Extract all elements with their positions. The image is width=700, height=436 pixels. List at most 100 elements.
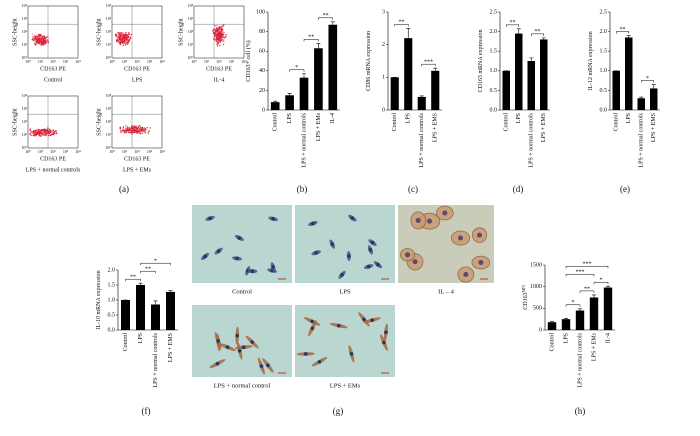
significance-bracket xyxy=(125,278,141,282)
flow-y-tick: 10⁰ xyxy=(187,55,193,60)
flow-event xyxy=(45,39,47,41)
flow-y-tick: 10² xyxy=(106,119,112,124)
flow-event xyxy=(137,126,140,128)
significance-bracket xyxy=(565,273,595,277)
flow-event xyxy=(221,25,224,27)
error-bar xyxy=(153,300,158,305)
flow-event xyxy=(141,128,143,130)
y-tick-label: 1.5 xyxy=(108,282,116,288)
nucleus xyxy=(347,254,351,258)
nucleus xyxy=(415,217,421,223)
flow-event xyxy=(32,36,34,38)
significance-label: ** xyxy=(399,20,405,26)
significance-bracket xyxy=(289,69,305,72)
y-tick-label: 1.5 xyxy=(490,49,498,55)
flow-x-tick: 10³ xyxy=(63,59,69,64)
flow-event xyxy=(52,131,54,133)
significance-bracket xyxy=(140,270,156,274)
error-bar xyxy=(626,35,631,38)
error-bar xyxy=(330,21,335,25)
flow-y-label: SSC-height xyxy=(178,18,184,46)
flow-y-tick: 10³ xyxy=(22,106,28,111)
flow-event xyxy=(125,32,127,34)
bar xyxy=(270,102,280,110)
y-tick-label: 0.5 xyxy=(108,312,116,318)
flow-event xyxy=(55,129,57,132)
flow-event xyxy=(140,129,142,132)
flow-x-tick: 10⁰ xyxy=(25,149,31,154)
flow-event xyxy=(35,40,38,42)
flow-event xyxy=(128,32,130,34)
x-tick-label: IL-4 xyxy=(605,333,611,344)
y-axis-label: CD163MFI xyxy=(521,285,529,310)
flow-event xyxy=(218,39,220,41)
flow-event xyxy=(117,37,120,39)
x-tick-label: LPS xyxy=(138,333,144,343)
nucleus xyxy=(271,217,275,221)
y-tick-label: 2.5 xyxy=(490,9,498,15)
flow-event xyxy=(42,132,45,134)
panel-label: (b) xyxy=(297,184,308,194)
flow-event xyxy=(117,39,119,41)
nucleus xyxy=(442,210,448,216)
y-tick-label: 2.5 xyxy=(600,9,608,15)
flow-event xyxy=(123,34,126,37)
flow-event xyxy=(128,39,130,42)
y-tick-label: 1.0 xyxy=(600,68,608,74)
nucleus xyxy=(427,218,433,224)
micrograph-caption: Control xyxy=(232,288,252,295)
x-tick-label: IL-4 xyxy=(330,113,336,124)
nucleus xyxy=(370,318,374,322)
flow-event xyxy=(119,41,122,44)
flow-event xyxy=(138,128,140,130)
y-tick-label: 0.5 xyxy=(490,88,498,94)
x-tick-label: LPS xyxy=(626,113,632,123)
flow-x-tick: 10⁰ xyxy=(191,59,197,64)
flow-event xyxy=(218,35,221,38)
flow-event xyxy=(39,131,41,133)
flow-x-tick: 10¹ xyxy=(204,59,210,64)
flow-y-tick: 10⁰ xyxy=(105,145,111,150)
flow-y-tick: 10⁰ xyxy=(21,145,27,150)
flow-y-tick: 10⁰ xyxy=(105,55,111,60)
x-tick-label: LPS xyxy=(287,113,293,123)
flow-plot-frame xyxy=(111,95,163,149)
flow-event xyxy=(45,36,48,39)
significance-bracket xyxy=(303,39,319,42)
flow-x-tick: 10³ xyxy=(147,149,153,154)
flow-event xyxy=(32,39,35,42)
flow-event xyxy=(220,26,223,28)
nucleus xyxy=(463,272,469,278)
flow-event xyxy=(37,42,39,45)
flow-event xyxy=(36,130,38,132)
y-axis-label: CD86 mRNA expression xyxy=(366,31,372,91)
y-tick-label: 80 xyxy=(259,29,265,35)
micrograph-caption: LPS + normal control xyxy=(214,382,271,389)
flow-event xyxy=(217,41,219,44)
flow-event xyxy=(216,45,219,47)
flow-event xyxy=(119,39,121,41)
flow-event xyxy=(126,33,128,36)
flow-event xyxy=(121,31,124,34)
flow-event xyxy=(118,37,121,40)
y-tick-label: 1.0 xyxy=(108,297,116,303)
flow-event xyxy=(132,125,134,127)
x-tick-label: LPS + normal controls xyxy=(419,112,425,167)
error-bar xyxy=(639,96,644,99)
flow-x-label: CD163 PE xyxy=(124,156,150,162)
nucleus xyxy=(310,326,315,331)
flow-event xyxy=(53,132,56,135)
flow-event xyxy=(219,32,222,34)
flow-y-label: SSC-height xyxy=(96,18,102,46)
flow-event xyxy=(37,135,40,137)
error-bar xyxy=(302,73,306,78)
flow-event xyxy=(40,39,42,41)
error-bar xyxy=(406,28,411,39)
flow-event xyxy=(39,43,41,45)
flow-event xyxy=(214,38,216,40)
flow-event xyxy=(124,44,127,46)
flow-event xyxy=(34,133,36,135)
flow-event xyxy=(119,127,122,130)
flow-y-tick: 10⁴ xyxy=(188,3,194,8)
y-tick-label: 0 xyxy=(262,107,265,113)
